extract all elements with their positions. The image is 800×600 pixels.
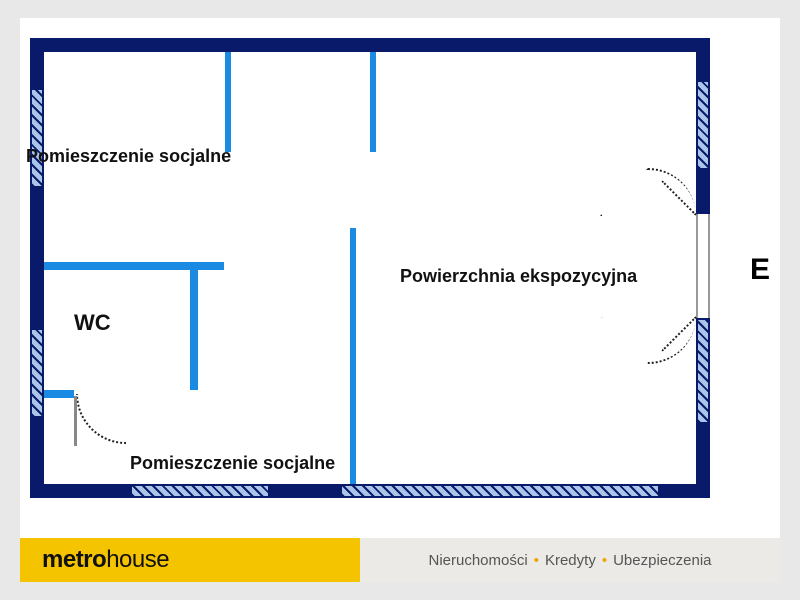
partition-4: [190, 270, 198, 390]
window-bottom-2: [340, 484, 660, 498]
partition-5: [350, 228, 356, 484]
dot-icon: •: [534, 552, 539, 569]
footer-tagline: Nieruchomości • Kredyty • Ubezpieczenia: [360, 538, 780, 582]
door-arc-wc: [76, 344, 176, 444]
wall-right-fill-bot: [696, 424, 710, 438]
footer: metrohouse Nieruchomości • Kredyty • Ube…: [20, 538, 780, 582]
partition-6: [44, 390, 74, 398]
label-room2: Powierzchnia ekspozycyjna: [400, 266, 637, 287]
door-arc-right-top: [600, 168, 696, 264]
door-leaf-wc: [74, 396, 77, 446]
door-gap-right: [696, 214, 710, 318]
window-bottom-1: [130, 484, 270, 498]
wall-top: [30, 38, 710, 52]
label-room1: Pomieszczenie socjalne: [26, 146, 231, 167]
partition-3: [44, 262, 224, 270]
brand-light: house: [106, 546, 169, 574]
brand-bold: metro: [42, 546, 106, 574]
tagline-3: Ubezpieczenia: [613, 552, 711, 569]
wall-right-fill-top: [696, 170, 710, 184]
partition-2: [370, 52, 376, 152]
window-left-2: [30, 328, 44, 418]
compass-east: E: [750, 253, 770, 287]
window-left-1: [30, 88, 44, 188]
tagline-2: Kredyty: [545, 552, 596, 569]
window-right-2: [696, 318, 710, 424]
label-wc: WC: [74, 310, 111, 336]
floor-plan: Pomieszczenie socjalne WC Powierzchnia e…: [20, 18, 780, 538]
label-room3: Pomieszczenie socjalne: [130, 453, 335, 474]
window-right-1: [696, 80, 710, 170]
dot-icon: •: [602, 552, 607, 569]
footer-brand: metrohouse: [20, 538, 360, 582]
partition-1: [225, 52, 231, 152]
tagline-1: Nieruchomości: [429, 552, 528, 569]
sheet: Pomieszczenie socjalne WC Powierzchnia e…: [20, 18, 780, 582]
